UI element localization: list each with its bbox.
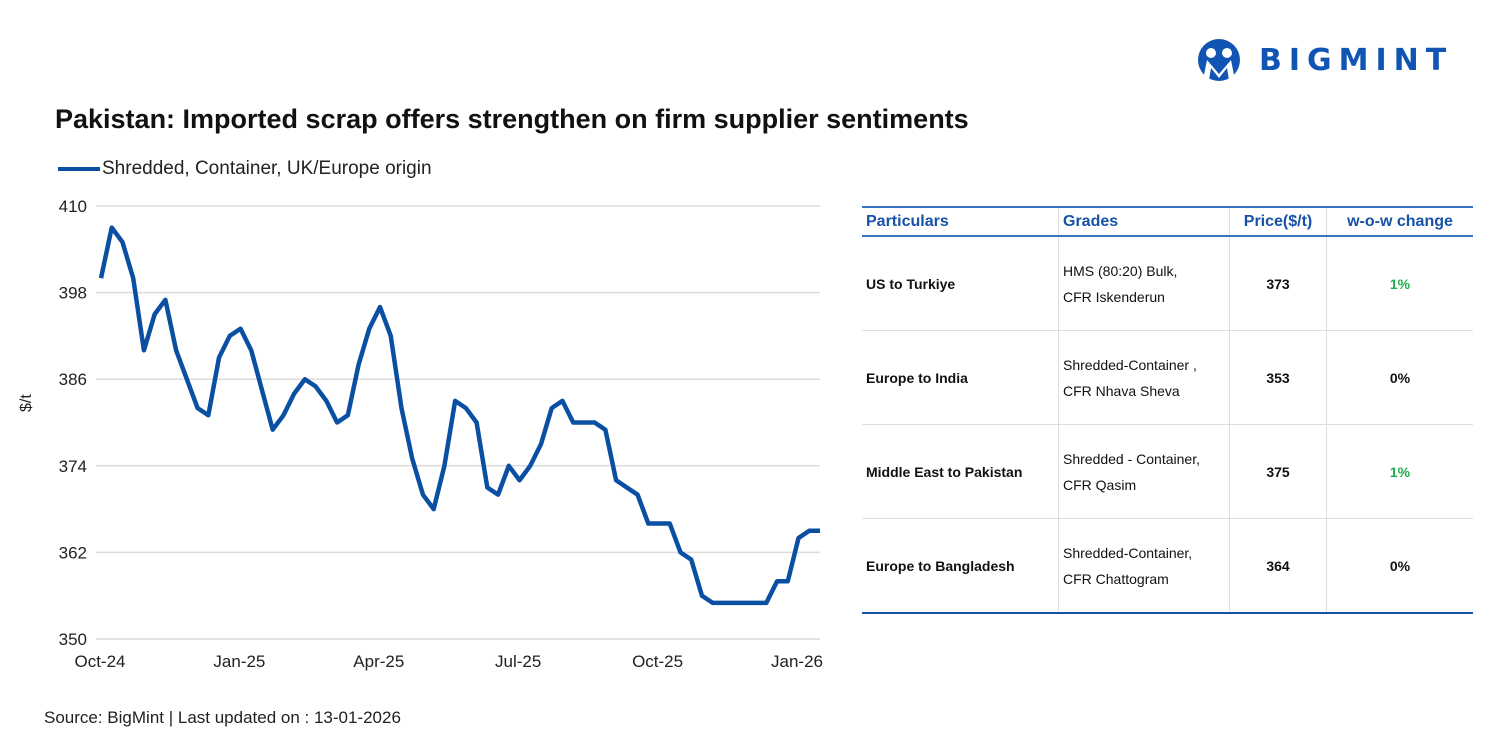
brand-name: BIGMINT bbox=[1259, 42, 1454, 78]
particular-cell: US to Turkiye bbox=[862, 236, 1059, 331]
y-tick-label: 374 bbox=[59, 457, 87, 476]
y-tick-label: 362 bbox=[59, 543, 87, 562]
header-change: w-o-w change bbox=[1326, 206, 1473, 237]
grade-cell: Shredded-Container , CFR Nhava Sheva bbox=[1058, 330, 1230, 425]
price-cell: 353 bbox=[1229, 330, 1327, 425]
y-tick-label: 350 bbox=[59, 630, 87, 649]
table-row: Europe to India Shredded-Container , CFR … bbox=[862, 330, 1473, 425]
particular-cell: Middle East to Pakistan bbox=[862, 424, 1059, 519]
x-tick-label: Jan-26 bbox=[771, 652, 823, 671]
header-particulars: Particulars bbox=[862, 206, 1059, 237]
particular-cell: Europe to India bbox=[862, 330, 1059, 425]
grade-line: Shredded-Container , bbox=[1063, 356, 1197, 373]
series-line bbox=[98, 225, 820, 606]
line-chart: 350 362 374 386 398 410 Oct-24 Jan-25 Apr-25 Jul-… bbox=[59, 197, 823, 671]
source-note: Source: BigMint | Last updated on : 13-0… bbox=[44, 708, 401, 727]
table-row: Middle East to Pakistan Shredded - Conta… bbox=[862, 424, 1473, 519]
particular-cell: Europe to Bangladesh bbox=[862, 518, 1059, 614]
bigmint-logo-icon bbox=[1198, 39, 1240, 81]
grade-line: CFR Iskenderun bbox=[1063, 288, 1165, 305]
grade-line: Shredded-Container, bbox=[1063, 544, 1193, 561]
header-price: Price($/t) bbox=[1229, 206, 1327, 237]
y-tick-label: 398 bbox=[59, 284, 87, 303]
grade-line: Shredded - Container, bbox=[1063, 450, 1200, 467]
bigmint-logo: BIGMINT bbox=[1193, 38, 1453, 82]
grade-line: CFR Chattogram bbox=[1063, 570, 1169, 587]
grade-line: CFR Qasim bbox=[1063, 476, 1137, 493]
price-cell: 364 bbox=[1229, 518, 1327, 614]
chart-title: Pakistan: Imported scrap offers strength… bbox=[55, 104, 969, 134]
x-tick-label: Oct-24 bbox=[74, 652, 125, 671]
y-tick-label: 386 bbox=[59, 370, 87, 389]
grade-cell: HMS (80:20) Bulk, CFR Iskenderun bbox=[1058, 236, 1230, 331]
x-tick-label: Jul-25 bbox=[495, 652, 541, 671]
grade-cell: Shredded-Container, CFR Chattogram bbox=[1058, 518, 1230, 614]
y-tick-label: 410 bbox=[59, 197, 87, 216]
legend-label: Shredded, Container, UK/Europe origin bbox=[102, 158, 432, 179]
change-cell: 1% bbox=[1326, 424, 1473, 519]
header-grades: Grades bbox=[1058, 206, 1230, 237]
price-cell: 373 bbox=[1229, 236, 1327, 331]
change-cell: 0% bbox=[1326, 330, 1473, 425]
grade-cell: Shredded - Container, CFR Qasim bbox=[1058, 424, 1230, 519]
price-cell: 375 bbox=[1229, 424, 1327, 519]
table-row: US to Turkiye HMS (80:20) Bulk, CFR Isken… bbox=[862, 236, 1473, 331]
y-axis-label: $/t bbox=[18, 394, 35, 412]
grade-line: CFR Nhava Sheva bbox=[1063, 382, 1180, 399]
x-tick-label: Oct-25 bbox=[632, 652, 683, 671]
legend-swatch bbox=[58, 167, 100, 171]
change-cell: 1% bbox=[1326, 236, 1473, 331]
change-cell: 0% bbox=[1326, 518, 1473, 614]
x-tick-label: Apr-25 bbox=[353, 652, 404, 671]
table-row: Europe to Bangladesh Shredded-Container,… bbox=[862, 518, 1473, 614]
table-header-row: Particulars Grades Price($/t) w-o-w chan… bbox=[862, 206, 1473, 237]
x-tick-label: Jan-25 bbox=[213, 652, 265, 671]
grade-line: HMS (80:20) Bulk, bbox=[1063, 262, 1178, 279]
price-table: Particulars Grades Price($/t) w-o-w chan… bbox=[862, 206, 1473, 614]
chart-legend: Shredded, Container, UK/Europe origin bbox=[58, 158, 432, 180]
